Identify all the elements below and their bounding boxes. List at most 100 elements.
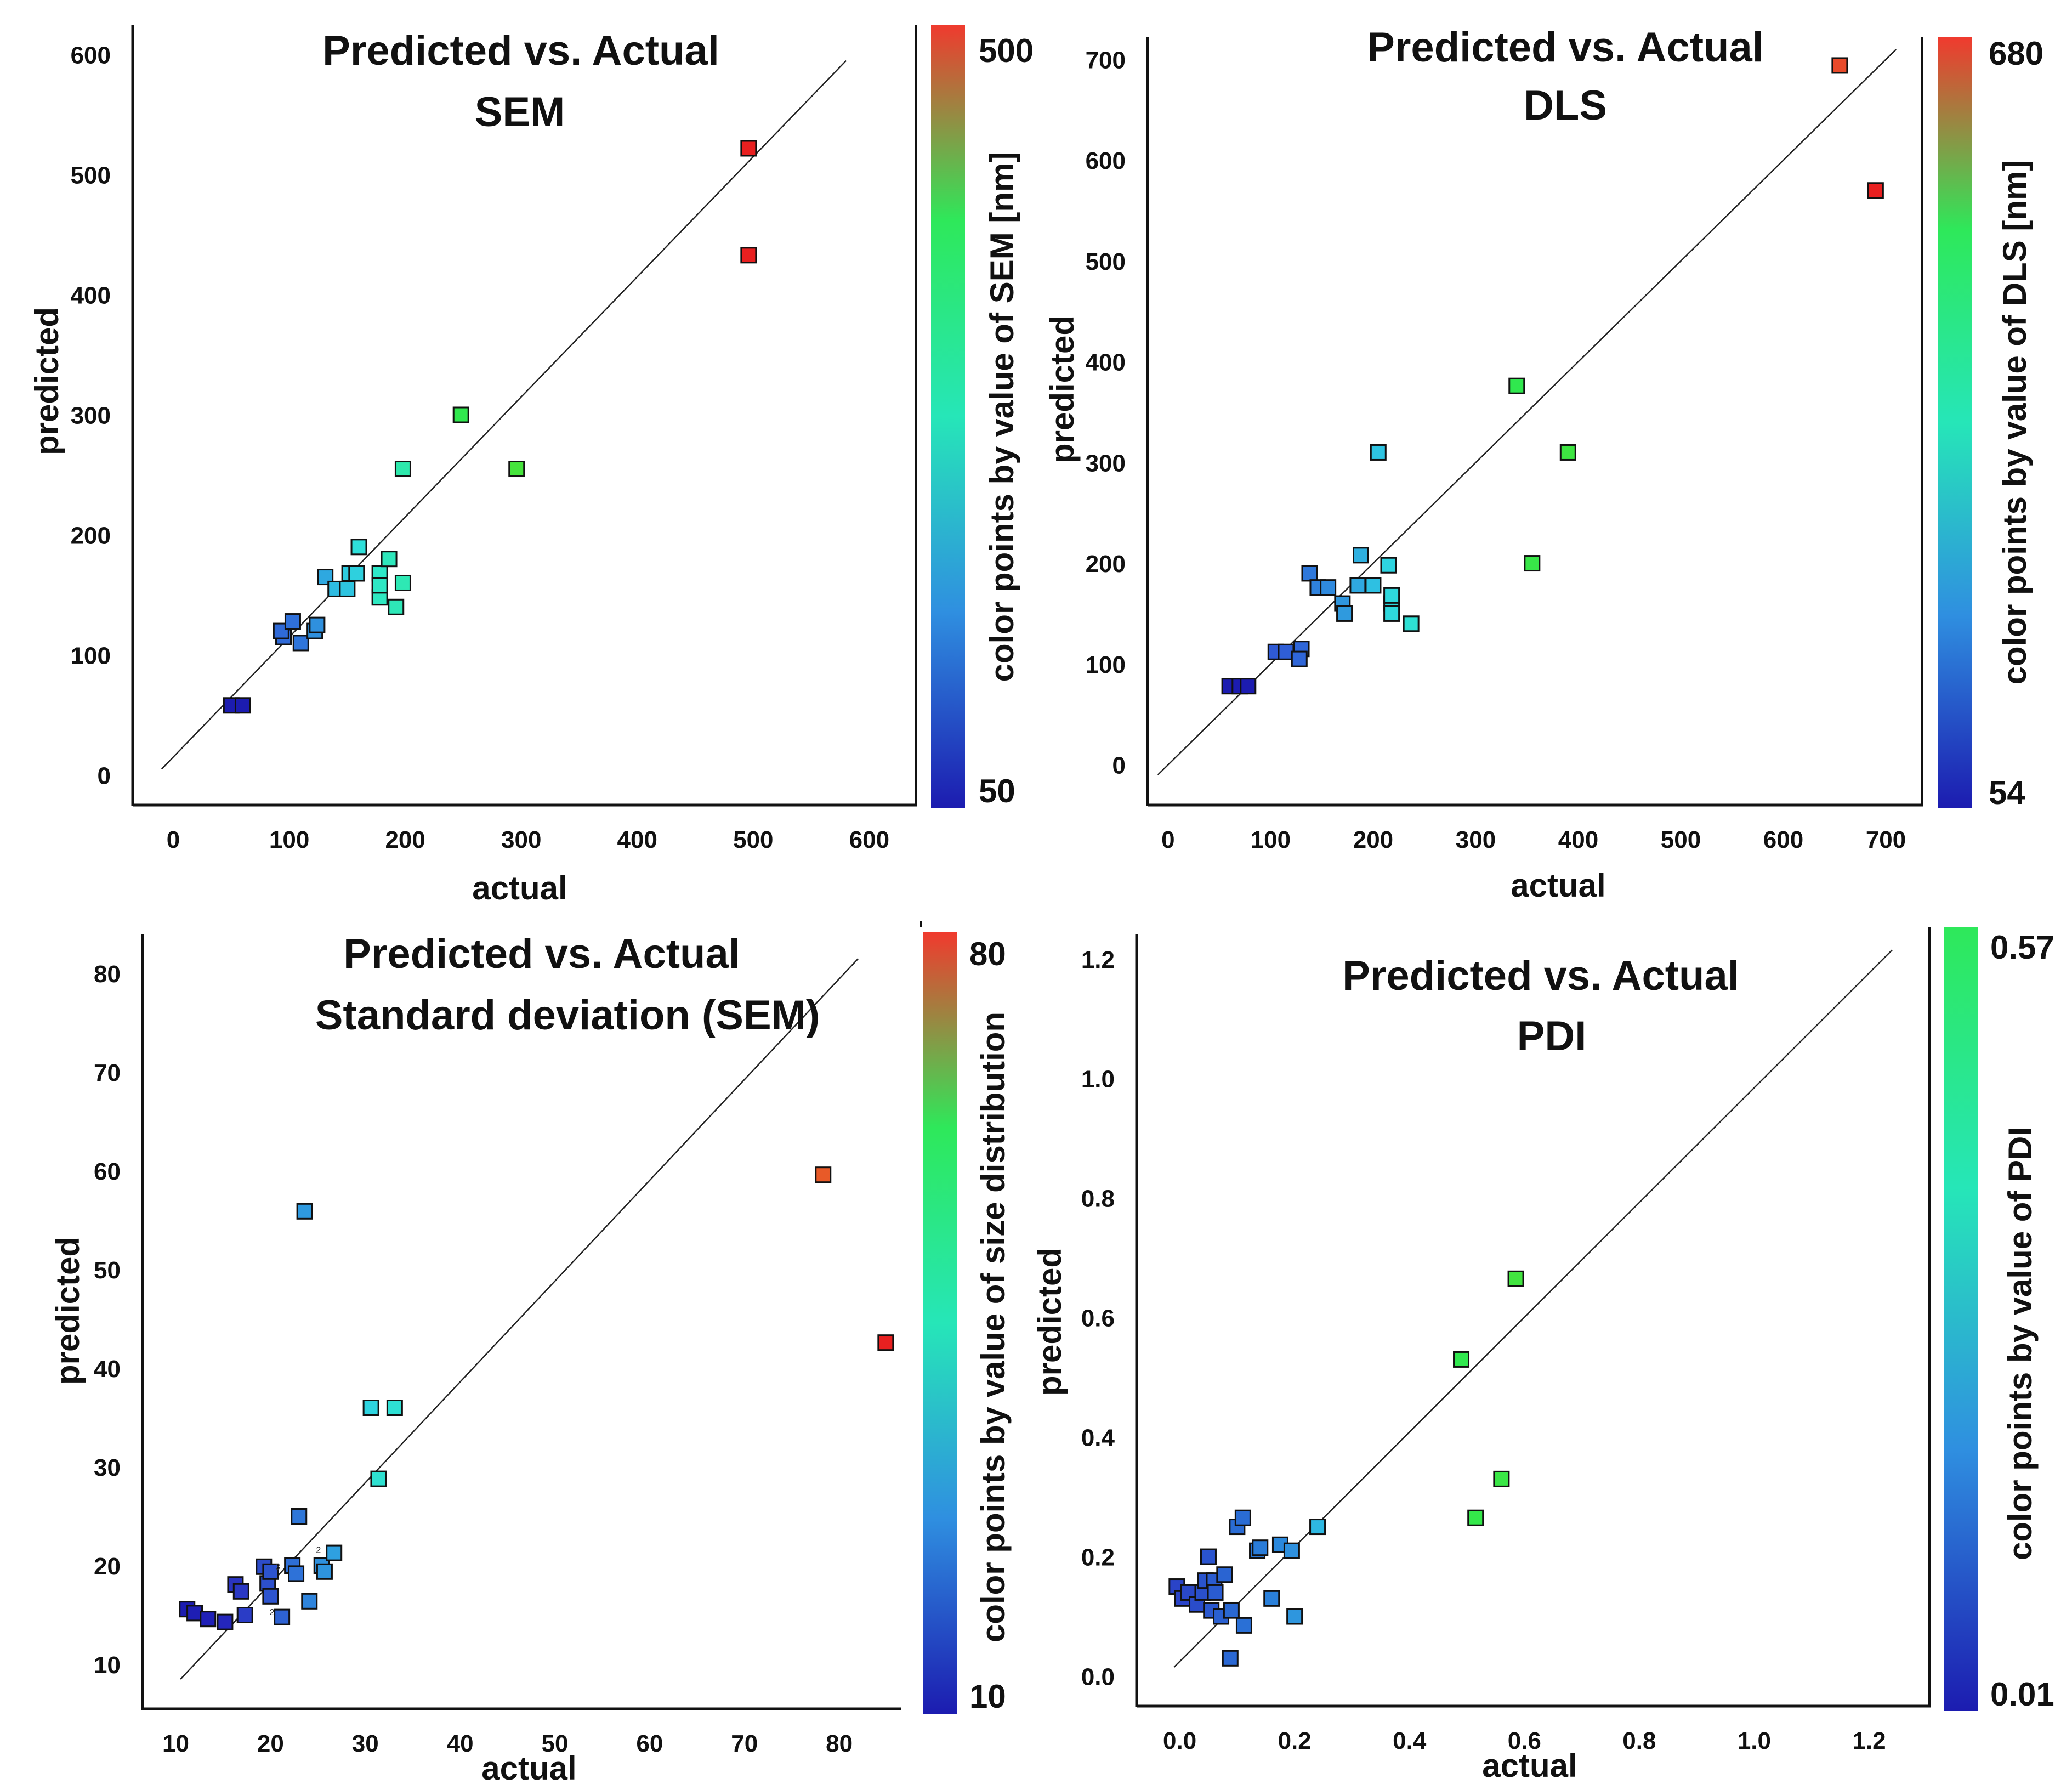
x-tick-label: 300 bbox=[1456, 826, 1496, 853]
data-point bbox=[1867, 182, 1884, 199]
chart-title-line2-pdi: PDI bbox=[1517, 1013, 1587, 1060]
data-point bbox=[1383, 605, 1400, 622]
data-point bbox=[339, 580, 356, 597]
y-tick-label: 200 bbox=[1086, 551, 1126, 577]
colorbar-min-label-sd: 10 bbox=[969, 1678, 1006, 1715]
data-point bbox=[236, 1607, 253, 1623]
x-tick-label: 30 bbox=[352, 1730, 379, 1757]
data-point bbox=[1370, 444, 1387, 461]
x-tick-label: 200 bbox=[1353, 826, 1393, 853]
data-point bbox=[296, 1203, 313, 1220]
x-tick-label: 70 bbox=[731, 1730, 758, 1757]
point-annotation: 2 bbox=[270, 1608, 275, 1617]
y-axis-label-sd: predicted bbox=[49, 1237, 86, 1385]
data-point bbox=[1353, 547, 1370, 564]
x-tick-label: 0 bbox=[1161, 826, 1174, 853]
data-point bbox=[1200, 1548, 1217, 1565]
x-tick-label: 80 bbox=[826, 1730, 853, 1757]
x-tick-label: 100 bbox=[269, 826, 309, 853]
x-tick-label: 0.0 bbox=[1163, 1727, 1196, 1754]
data-point bbox=[1508, 377, 1525, 394]
data-point bbox=[232, 1583, 249, 1600]
data-point bbox=[370, 1470, 387, 1487]
chart-title-line1-sd: Predicted vs. Actual bbox=[343, 931, 740, 977]
y-tick-label: 300 bbox=[71, 403, 111, 429]
data-point bbox=[1524, 555, 1541, 572]
x-tick-label: 0 bbox=[167, 826, 180, 853]
data-point bbox=[1263, 1590, 1280, 1607]
y-tick-label: 0.0 bbox=[1081, 1664, 1115, 1691]
chart-title-line1-dls: Predicted vs. Actual bbox=[1367, 24, 1764, 71]
data-point bbox=[1336, 605, 1353, 622]
y-tick-label: 40 bbox=[94, 1356, 121, 1383]
y-axis-label-dls: predicted bbox=[1044, 315, 1081, 463]
points-dls bbox=[1221, 57, 1884, 695]
data-point bbox=[288, 1565, 305, 1582]
x-tick-label: 400 bbox=[1558, 826, 1598, 853]
chart-title-line1-sem: Predicted vs. Actual bbox=[322, 27, 719, 74]
data-point bbox=[394, 574, 411, 591]
point-annotation: 3 bbox=[275, 1562, 280, 1572]
colorbar-label-sem: color points by value of SEM [nm] bbox=[984, 152, 1020, 682]
data-point bbox=[348, 565, 365, 582]
data-point bbox=[350, 539, 367, 556]
data-point bbox=[1223, 1602, 1240, 1619]
y-tick-label: 0 bbox=[1112, 752, 1126, 779]
panel-sd: 3 2 2 10 20 30 40 50 60 70 80 10 20 30 40 50 60 70 80 Pr… bbox=[49, 921, 1012, 1787]
x-tick-label: 500 bbox=[733, 826, 773, 853]
data-point bbox=[1403, 615, 1420, 632]
data-point bbox=[1222, 1650, 1239, 1667]
y-tick-label: 100 bbox=[71, 642, 111, 669]
data-point bbox=[291, 1508, 308, 1525]
data-point bbox=[1365, 577, 1382, 594]
data-point bbox=[386, 1400, 403, 1416]
colorbar-max-label-sd: 80 bbox=[969, 936, 1006, 972]
y-tick-label: 0.6 bbox=[1081, 1305, 1115, 1332]
data-point bbox=[262, 1563, 279, 1580]
points-pdi bbox=[1168, 1270, 1524, 1667]
data-point bbox=[274, 1608, 291, 1625]
x-ticks-dls: 0 100 200 300 400 500 600 700 bbox=[1161, 826, 1906, 853]
data-point bbox=[1207, 1584, 1224, 1601]
x-axis-label-dls: actual bbox=[1511, 867, 1605, 904]
data-point bbox=[200, 1611, 217, 1628]
data-point bbox=[877, 1334, 894, 1351]
y-tick-label: 700 bbox=[1086, 47, 1126, 73]
x-tick-label: 0.4 bbox=[1393, 1727, 1427, 1754]
y-ticks-dls: 0 100 200 300 400 500 600 700 bbox=[1086, 47, 1126, 779]
y-tick-label: 0.4 bbox=[1081, 1425, 1115, 1452]
data-point bbox=[1380, 557, 1397, 574]
colorbar-max-label-dls: 680 bbox=[1989, 35, 2043, 72]
data-point bbox=[394, 461, 411, 478]
points-sem bbox=[223, 140, 757, 714]
data-point bbox=[1383, 587, 1400, 604]
y-tick-label: 100 bbox=[1086, 652, 1126, 678]
x-tick-label: 10 bbox=[162, 1730, 189, 1757]
y-ticks-pdi: 0.0 0.2 0.4 0.6 0.8 1.0 1.2 bbox=[1081, 947, 1115, 1691]
y-tick-label: 500 bbox=[71, 162, 111, 189]
y-tick-label: 0 bbox=[98, 762, 111, 789]
data-point bbox=[740, 247, 757, 264]
x-tick-label: 20 bbox=[257, 1730, 284, 1757]
data-point bbox=[1283, 1542, 1300, 1559]
y-axis-label-pdi: predicted bbox=[1031, 1248, 1068, 1396]
data-point bbox=[388, 598, 405, 615]
colorbar-label-dls: color points by value of DLS [nm] bbox=[1996, 160, 2033, 685]
y-tick-label: 500 bbox=[1086, 248, 1126, 275]
x-tick-label: 60 bbox=[636, 1730, 663, 1757]
data-point bbox=[317, 569, 334, 586]
x-ticks-sem: 0 100 200 300 400 500 600 bbox=[167, 826, 889, 853]
y-tick-label: 0.8 bbox=[1081, 1186, 1115, 1213]
diagonal-line bbox=[161, 60, 847, 770]
data-point bbox=[284, 613, 301, 630]
x-axis-label-sem: actual bbox=[472, 870, 567, 907]
colorbar-pdi bbox=[1944, 927, 1978, 1711]
y-tick-label: 10 bbox=[94, 1652, 121, 1679]
data-point bbox=[1467, 1509, 1484, 1526]
data-point bbox=[1278, 643, 1295, 660]
x-axis-label-pdi: actual bbox=[1482, 1747, 1577, 1784]
data-point bbox=[1286, 1608, 1303, 1625]
data-point bbox=[1252, 1539, 1269, 1556]
data-point bbox=[452, 406, 469, 423]
colorbar-min-label-sem: 50 bbox=[979, 773, 1015, 809]
